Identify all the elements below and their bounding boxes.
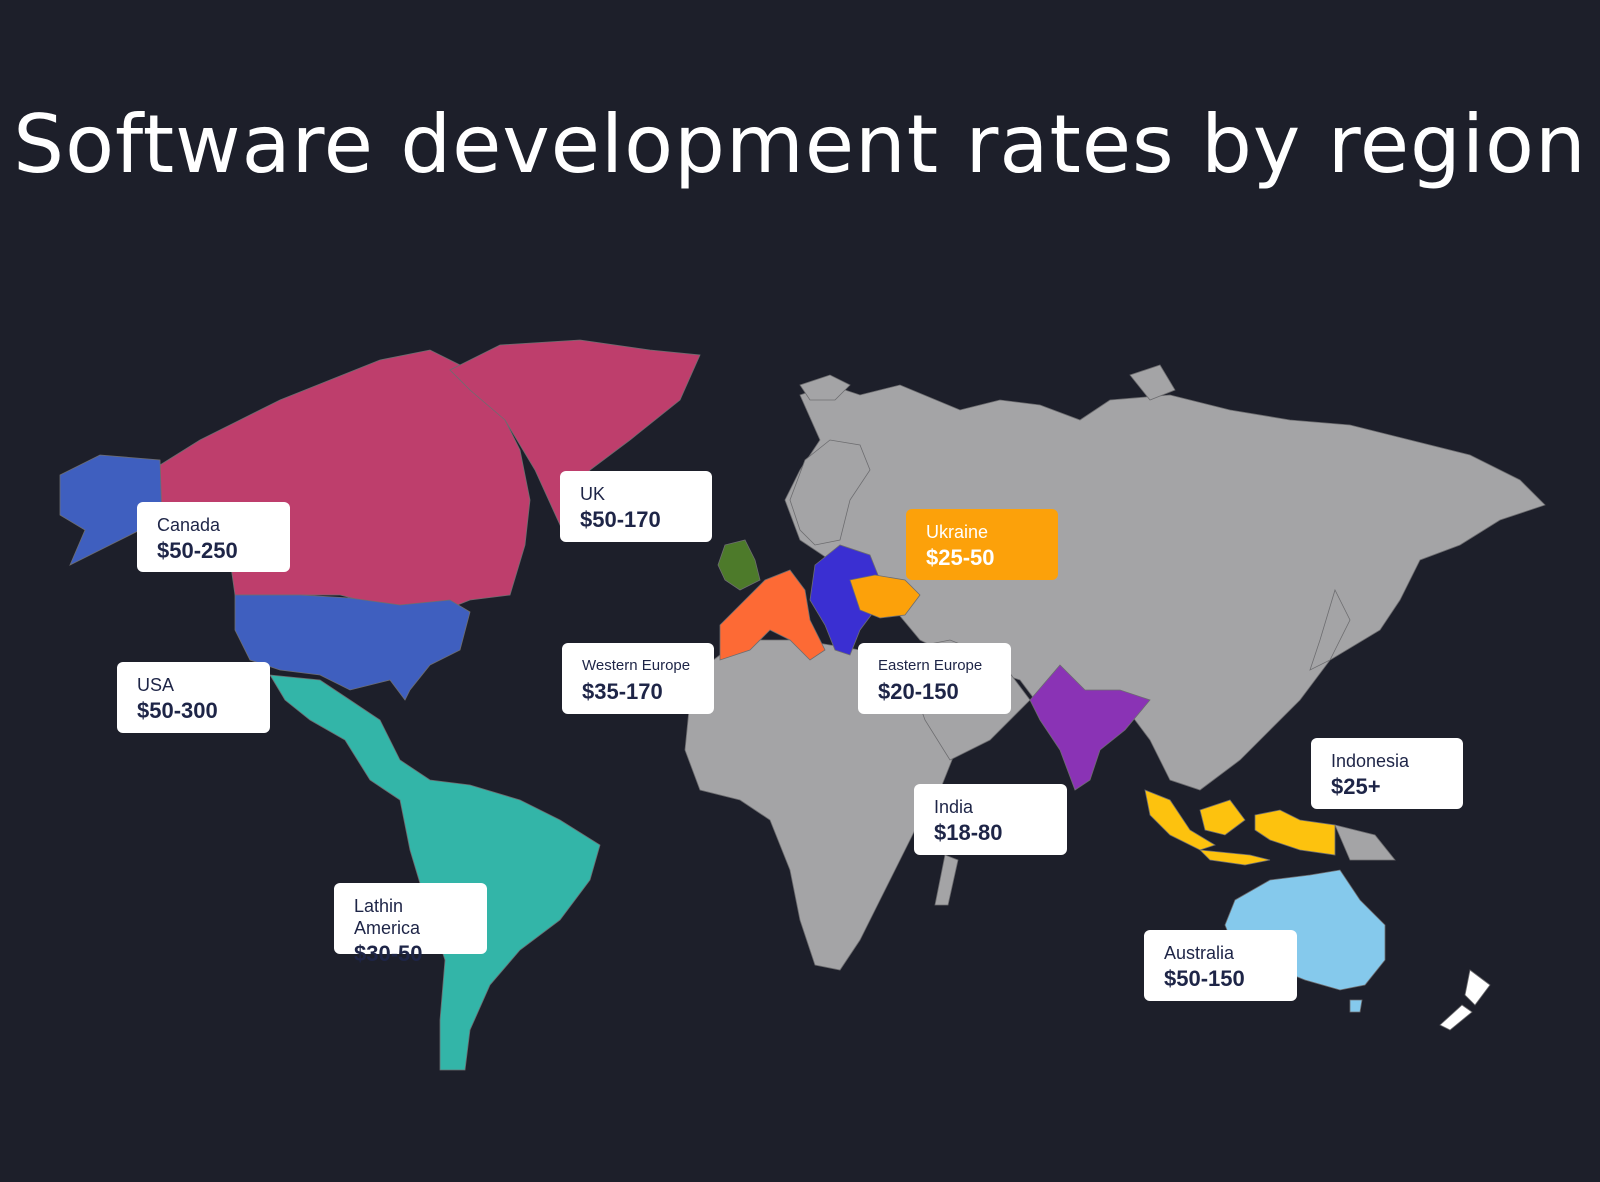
tasmania-region (1349, 999, 1363, 1013)
india-region (1029, 664, 1151, 791)
eastern-europe-label: Eastern Europe $20-150 (858, 643, 1011, 714)
canada-label-rate: $50-250 (157, 538, 238, 563)
eastern-europe-label-name: Eastern Europe (878, 657, 983, 674)
canada-label-name: Canada (157, 515, 221, 535)
latin-america-label: Lathin America $30-50 (334, 883, 487, 966)
western-europe-region (719, 569, 826, 661)
india-label: India $18-80 (914, 784, 1067, 855)
latin-america-label-rate: $30-50 (354, 941, 423, 966)
ukraine-label-name: Ukraine (926, 522, 989, 542)
latin-america-region (269, 674, 601, 1071)
madagascar-region (934, 854, 959, 906)
eastern-europe-region (809, 544, 881, 656)
indonesia-label-name: Indonesia (1331, 751, 1410, 771)
latin-america-label-name: Lathin America (354, 896, 421, 938)
indonesia-java-region (1198, 849, 1271, 866)
page-title: Software development rates by region (13, 98, 1587, 191)
australia-label: Australia $50-150 (1144, 930, 1297, 1001)
india-label-rate: $18-80 (934, 820, 1003, 845)
novaya-zemlya-region (1129, 364, 1176, 401)
western-europe-label-name: Western Europe (582, 657, 691, 674)
indonesia-region (1144, 789, 1216, 851)
japan-region (1309, 588, 1351, 671)
uk-label-rate: $50-170 (580, 507, 661, 532)
australia-label-rate: $50-150 (1164, 966, 1245, 991)
scandinavia-region (789, 439, 871, 546)
usa-region (234, 594, 471, 701)
new-zealand-region (1464, 969, 1491, 1006)
usa-label-rate: $50-300 (137, 698, 218, 723)
india-label-name: India (934, 797, 974, 817)
western-europe-label: Western Europe $35-170 (562, 643, 714, 714)
usa-label-name: USA (137, 675, 175, 695)
svalbard-region (799, 374, 851, 401)
new-zealand-south-region (1439, 1004, 1473, 1031)
indonesia-label: Indonesia $25+ (1311, 738, 1463, 809)
indonesia-label-rate: $25+ (1331, 774, 1381, 799)
indonesia-borneo-region (1199, 799, 1246, 836)
australia-label-name: Australia (1164, 943, 1235, 963)
eastern-europe-label-rate: $20-150 (878, 679, 959, 704)
ukraine-label-rate: $25-50 (926, 545, 995, 570)
uk-region (717, 539, 761, 591)
ukraine-label: Ukraine $25-50 (906, 509, 1058, 580)
uk-label: UK $50-170 (560, 471, 712, 542)
uk-label-name: UK (580, 484, 606, 504)
alaska-region (59, 454, 163, 566)
usa-label: USA $50-300 (117, 662, 270, 733)
indonesia-east-region (1254, 809, 1336, 856)
greenland-region (449, 339, 701, 526)
papua-region (1334, 824, 1396, 861)
canada-label: Canada $50-250 (137, 502, 290, 572)
western-europe-label-rate: $35-170 (582, 679, 663, 704)
ukraine-region (849, 574, 921, 619)
